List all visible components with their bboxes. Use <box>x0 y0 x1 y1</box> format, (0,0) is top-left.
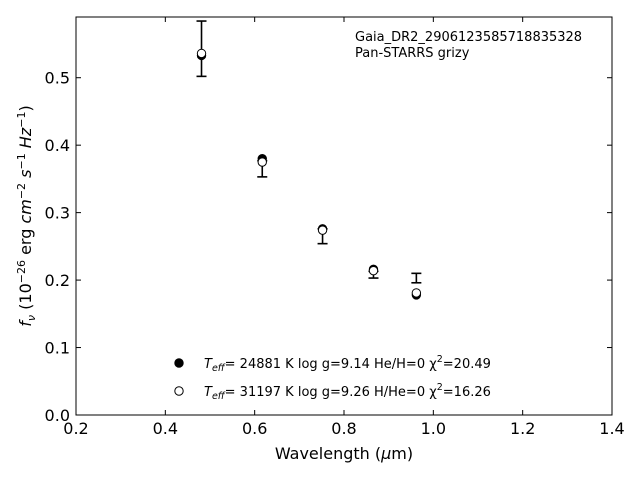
x-tick-label: 0.8 <box>331 419 356 438</box>
model-point-open <box>317 225 328 235</box>
legend: Teff= 24881 K log g=9.14 He/H=0 χ2=20.49… <box>174 354 491 402</box>
legend-marker-open <box>174 386 184 396</box>
y-tick-label: 0.5 <box>45 69 70 88</box>
series-he-h <box>196 50 422 300</box>
model-point-open <box>257 157 267 167</box>
x-tick-label: 1.2 <box>510 419 535 438</box>
x-tick-label: 1.0 <box>421 419 446 438</box>
x-axis-title: Wavelength (μm) <box>275 444 413 463</box>
model-point-open <box>411 288 422 298</box>
x-tick-label: 0.4 <box>153 419 178 438</box>
y-tick-label: 0.1 <box>45 339 70 358</box>
x-tick-label: 1.4 <box>599 419 624 438</box>
model-point-open <box>196 48 207 59</box>
y-tick-label: 0.3 <box>45 204 70 223</box>
series-h-he <box>196 48 422 298</box>
errorbar <box>196 20 207 78</box>
x-tick-label: 0.6 <box>242 419 267 438</box>
y-axis-title: fν (10−26 erg cm−2 s−1 Hz−1) <box>15 105 38 326</box>
x-axis: 0.2 0.4 0.6 0.8 1.0 1.2 1.4 <box>63 17 625 438</box>
annotation-gaia-id: Gaia_DR2_2906123585718835328 <box>355 30 582 45</box>
plot-frame <box>75 16 613 416</box>
legend-entry-1: Teff= 24881 K log g=9.14 He/H=0 χ2=20.49 <box>204 354 491 374</box>
y-tick-label: 0.0 <box>45 406 70 425</box>
model-point-open <box>368 265 379 276</box>
y-tick-label: 0.4 <box>45 136 70 155</box>
y-axis: 0.0 0.1 0.2 0.3 0.4 0.5 <box>45 69 612 425</box>
errorbar <box>411 272 422 284</box>
y-tick-label: 0.2 <box>45 271 70 290</box>
legend-marker-filled <box>174 358 184 368</box>
x-tick-label: 0.2 <box>63 419 88 438</box>
annotation-survey: Pan-STARRS grizy <box>355 46 470 61</box>
legend-entry-2: Teff= 31197 K log g=9.26 H/He=0 χ2=16.26 <box>204 382 491 402</box>
